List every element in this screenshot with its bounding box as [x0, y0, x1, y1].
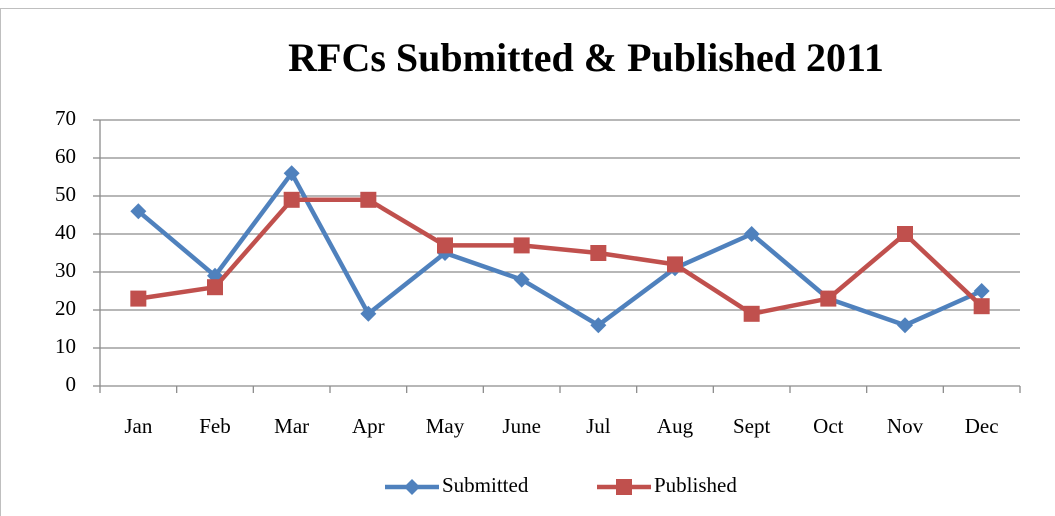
marker — [590, 245, 607, 261]
y-tick-label: 40 — [55, 220, 76, 244]
y-tick-label: 0 — [66, 372, 77, 396]
marker — [513, 271, 530, 288]
y-tick-label: 70 — [55, 106, 76, 130]
y-tick-label: 10 — [55, 334, 76, 358]
legend-label: Submitted — [442, 473, 529, 497]
y-tick-label: 50 — [55, 182, 76, 206]
x-tick-label: Aug — [657, 414, 694, 438]
x-tick-label: May — [426, 414, 465, 438]
x-tick-label: Apr — [352, 414, 385, 438]
x-tick-label: June — [502, 414, 541, 438]
marker — [973, 283, 990, 299]
x-tick-label: Nov — [887, 414, 924, 438]
marker — [897, 226, 913, 242]
y-tick-label: 20 — [55, 296, 76, 320]
y-tick-label: 30 — [55, 258, 76, 282]
x-tick-label: Dec — [965, 414, 999, 438]
marker — [130, 203, 147, 220]
marker — [743, 226, 760, 242]
x-tick-label: Sept — [733, 414, 771, 438]
marker — [130, 290, 147, 307]
marker — [360, 305, 377, 322]
series-line — [138, 197, 984, 317]
marker — [207, 279, 223, 296]
legend-marker — [616, 479, 632, 495]
legend-label: Published — [654, 473, 737, 497]
x-tick-label: Jul — [586, 414, 611, 438]
marker — [667, 256, 683, 273]
chart-title: RFCs Submitted & Published 2011 — [288, 35, 884, 80]
marker — [360, 191, 377, 208]
marker — [897, 317, 913, 334]
x-tick-label: Mar — [274, 414, 309, 438]
marker — [743, 305, 760, 322]
x-tick-label: Jan — [124, 414, 152, 438]
marker — [820, 290, 837, 307]
marker — [513, 237, 530, 254]
marker — [283, 165, 300, 182]
marker — [437, 237, 453, 254]
series-line — [136, 170, 983, 328]
marker — [590, 317, 607, 334]
x-tick-label: Oct — [813, 414, 843, 438]
x-tick-label: Feb — [199, 414, 231, 438]
marker — [283, 191, 300, 208]
chart-frame — [0, 8, 1055, 516]
y-tick-label: 60 — [55, 144, 76, 168]
marker — [973, 298, 990, 315]
legend-marker — [404, 479, 420, 495]
